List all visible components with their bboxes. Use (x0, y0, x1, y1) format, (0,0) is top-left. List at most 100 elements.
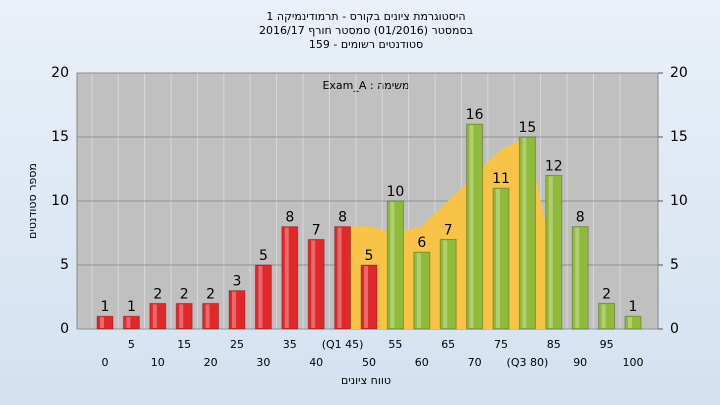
x-tick-label: 40 (309, 356, 323, 369)
x-tick-label: (Q1 45) (322, 338, 364, 351)
x-tick-label: 50 (362, 356, 376, 369)
bar (571, 226, 589, 330)
x-tick-label: 0 (102, 356, 109, 369)
y2-tick-label: 0 (670, 321, 679, 337)
y-tick-label: 10 (51, 193, 69, 209)
x-tick-label: 85 (547, 338, 561, 351)
x-tick-label: 5 (128, 338, 135, 351)
value-label: 2 (602, 286, 611, 302)
annotation: משימה : Exam_A (322, 79, 409, 92)
x-tick-label: 65 (441, 338, 455, 351)
value-label: 3 (233, 274, 242, 290)
bar-highlight (232, 291, 236, 328)
value-label: 2 (206, 286, 215, 302)
x-tick-label: 55 (388, 338, 402, 351)
x-tick-label: 20 (204, 356, 218, 369)
value-label: 7 (444, 222, 453, 238)
x-tick-label: 100 (623, 356, 644, 369)
bar (122, 315, 140, 330)
x-axis-label: טווח ציונים (341, 374, 391, 387)
chart-title: היסטוגרמת ציונים בקורס - תרמודינמיקה 1 (266, 10, 465, 23)
bar-highlight (126, 317, 131, 328)
bar (334, 226, 352, 330)
x-tick-label: (Q3 80) (507, 356, 549, 369)
bar-highlight (390, 202, 395, 328)
y2-tick-label: 5 (670, 257, 679, 273)
bar-highlight (522, 138, 527, 328)
bar-highlight (469, 125, 474, 328)
x-tick-label: 60 (415, 356, 429, 369)
value-label: 5 (259, 248, 268, 264)
x-tick-label: 75 (494, 338, 508, 351)
bar (386, 200, 404, 330)
x-tick-label: 90 (573, 356, 587, 369)
value-label: 15 (518, 120, 536, 136)
value-label: 11 (492, 171, 510, 187)
bar-highlight (284, 227, 289, 328)
x-tick-label: 15 (177, 338, 191, 351)
value-label: 8 (338, 210, 347, 226)
bar (466, 123, 484, 330)
y2-tick-label: 10 (670, 193, 688, 209)
bar (439, 238, 457, 330)
bar (307, 238, 325, 330)
bar (281, 226, 299, 330)
bar (624, 315, 642, 330)
bar (96, 315, 114, 330)
value-label: 12 (545, 158, 563, 174)
bar (545, 174, 563, 330)
value-label: 10 (386, 184, 404, 200)
bar-highlight (575, 227, 580, 328)
value-label: 6 (417, 235, 426, 251)
y-tick-label: 5 (60, 257, 69, 273)
x-tick-label: 30 (256, 356, 270, 369)
bar (518, 136, 536, 330)
bar (413, 251, 431, 330)
y-tick-label: 15 (51, 129, 69, 145)
bar-highlight (496, 189, 500, 328)
bar (202, 302, 220, 330)
x-tick-label: 95 (600, 338, 614, 351)
y-tick-label: 20 (51, 65, 69, 81)
bar-highlight (205, 304, 210, 328)
value-label: 2 (153, 286, 162, 302)
bar (254, 264, 272, 330)
x-tick-label: 35 (283, 338, 297, 351)
value-label: 7 (312, 222, 321, 238)
y-tick-label: 0 (60, 321, 69, 337)
value-label: 8 (576, 210, 585, 226)
y2-tick-label: 15 (670, 129, 688, 145)
y2-tick-label: 20 (670, 65, 688, 81)
value-label: 8 (285, 210, 294, 226)
chart-subtitle: סטודנטים רשומים - 159 (309, 38, 423, 51)
bar-highlight (628, 317, 632, 328)
bar (175, 302, 193, 330)
chart-subtitle: בסמסטר (01/2016) סמסטר חורף 2016/17 (259, 24, 473, 37)
x-tick-label: 10 (151, 356, 165, 369)
bar (360, 264, 378, 330)
bar-highlight (179, 304, 184, 328)
bar-highlight (601, 304, 606, 328)
bar-highlight (416, 253, 421, 328)
bar (228, 290, 246, 330)
bar-highlight (548, 176, 553, 328)
value-label: 1 (101, 299, 110, 315)
y-axis-label: מספר סטודנטים (26, 163, 39, 239)
x-tick-label: 25 (230, 338, 244, 351)
value-label: 2 (180, 286, 189, 302)
bar-highlight (443, 240, 448, 328)
value-label: 1 (629, 299, 638, 315)
bar (598, 302, 616, 330)
bar (149, 302, 167, 330)
value-label: 16 (466, 107, 484, 123)
bar-highlight (364, 266, 368, 328)
bar-highlight (311, 240, 316, 328)
bar-highlight (337, 227, 342, 328)
bar-highlight (152, 304, 157, 328)
value-label: 1 (127, 299, 136, 315)
value-label: 5 (365, 248, 374, 264)
bar-highlight (258, 266, 263, 328)
x-tick-label: 70 (468, 356, 482, 369)
bar (492, 187, 510, 330)
